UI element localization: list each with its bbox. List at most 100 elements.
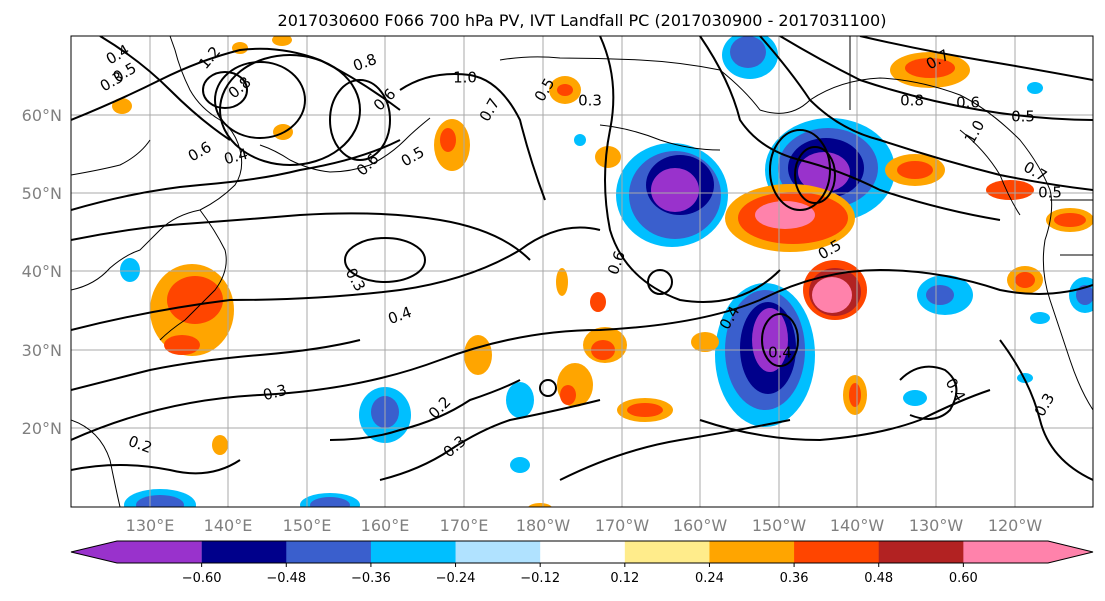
colorbar-swatch: [540, 541, 626, 563]
colorbar-tick-label: −0.24: [436, 571, 476, 586]
contour-label: 1.0: [453, 69, 477, 87]
colorbar-swatch: [624, 541, 710, 563]
colorbar-tick-label: 0.36: [780, 571, 809, 586]
contour-line: [71, 339, 361, 391]
anomaly-negative-small: [574, 134, 586, 146]
colorbar-tick-label: 0.24: [695, 571, 724, 586]
anomaly-negative-small: [1030, 312, 1050, 324]
contour-line: [899, 365, 958, 420]
coastlines: [71, 36, 1093, 507]
contour-line: [999, 339, 1093, 481]
anomaly-positive-small: [986, 180, 1034, 200]
contour-line: [559, 419, 791, 481]
anomaly-positive-small: [556, 268, 568, 296]
colorbar-swatch: [370, 541, 457, 563]
contour-label: 0.4: [222, 145, 250, 169]
anomaly-positive-small: [464, 335, 492, 375]
contour-label: 0.5: [1038, 184, 1062, 202]
contour-label: 0.5: [1011, 108, 1035, 126]
anomaly-okhotsk: [434, 119, 470, 171]
contour-line: [859, 36, 1093, 81]
anomaly-positive-small: [1015, 272, 1035, 288]
contour-closed: [329, 79, 391, 161]
philippines-coast: [71, 419, 121, 507]
anomaly-positive-small: [849, 383, 861, 407]
lon-tick-label: 160°W: [673, 516, 728, 535]
anomaly-positive-small: [595, 146, 621, 168]
longitude-labels: 130°E 140°E 150°E 160°E 170°E 180°W 170°W 160°W…: [126, 516, 1043, 535]
colorbar-tick-label: −0.12: [520, 571, 560, 586]
anomaly-negative-small: [136, 495, 184, 507]
lon-tick-label: 150°W: [752, 516, 807, 535]
colorbar-swatch: [201, 541, 287, 563]
contour-line: [399, 73, 546, 201]
colorbar-tick-label: 0.60: [949, 571, 978, 586]
anomaly-japan-positive: [150, 264, 234, 356]
anomaly-positive-small: [897, 161, 933, 179]
contour-label: 0.3: [578, 92, 602, 110]
anomaly-positive-small: [112, 98, 132, 114]
contour-line: [99, 36, 231, 141]
contour-line: [379, 399, 601, 481]
contour-line: [699, 36, 1001, 221]
lon-tick-label: 180°W: [516, 516, 571, 535]
contour-closed: [202, 71, 248, 109]
figure-title: 2017030600 F066 700 hPa PV, IVT Landfall…: [278, 11, 887, 30]
contour-closed: [219, 54, 361, 166]
lon-tick-label: 140°W: [830, 516, 885, 535]
lon-tick-label: 130°W: [909, 516, 964, 535]
lat-tick-label: 50°N: [22, 184, 62, 203]
contour-closed: [539, 379, 557, 397]
contour-line: [71, 226, 601, 331]
anomaly-positive-small: [590, 292, 606, 312]
anomaly-negative-small: [1076, 285, 1093, 305]
anomaly-negative-small: [120, 258, 140, 282]
contour-line: [71, 459, 241, 475]
anomaly-ne-pacific-positive: [725, 184, 867, 320]
anomaly-negative-small: [510, 457, 530, 473]
colorbar-swatch: [963, 541, 1093, 563]
anomaly-positive-small: [212, 435, 228, 455]
contour-closed: [769, 129, 831, 211]
colorbar-swatch: [878, 541, 964, 563]
anomaly-positive-small: [272, 36, 292, 46]
asia-coast-inner: [71, 139, 151, 176]
contour-closed: [761, 313, 799, 367]
contour-closed: [344, 237, 426, 283]
anomaly-negative-small: [506, 382, 534, 418]
colorbar-tick-label: −0.48: [266, 571, 306, 586]
lat-tick-label: 30°N: [22, 341, 62, 360]
contour-label: 0.6: [956, 94, 980, 112]
lat-tick-label: 60°N: [22, 106, 62, 125]
contour-closed: [647, 269, 673, 295]
anomaly-negative-small: [926, 285, 954, 305]
colorbar-swatch: [709, 541, 795, 563]
colorbar-swatch: [794, 541, 880, 563]
anomaly-positive-small: [528, 503, 552, 507]
latitude-labels: 60°N 50°N 40°N 30°N 20°N: [22, 106, 62, 438]
lat-tick-label: 20°N: [22, 419, 62, 438]
anomaly-positive-small: [560, 385, 576, 405]
contour-line: [71, 139, 401, 211]
lon-tick-label: 140°E: [204, 516, 253, 535]
anomaly-positive-small: [905, 58, 955, 78]
lon-tick-label: 130°E: [126, 516, 175, 535]
lon-tick-label: 150°E: [283, 516, 332, 535]
pv-contours: [71, 36, 1093, 481]
anomaly-positive-core: [557, 84, 573, 96]
anomaly-positive-small: [627, 403, 663, 417]
north-america-coast: [499, 56, 1093, 411]
contour-closed: [794, 146, 836, 204]
colorbar-tick-label: −0.60: [182, 571, 222, 586]
contour-line: [699, 389, 991, 442]
colorbar-tick-label: −0.36: [351, 571, 391, 586]
colorbar-tick-label: 0.12: [610, 571, 639, 586]
colorbar: −0.60 −0.48 −0.36 −0.24 −0.12 0.12 0.24 0.36 0.4…: [70, 540, 1094, 586]
anomaly-negative-small: [903, 390, 927, 406]
contour-line: [779, 36, 1093, 121]
contour-line: [759, 36, 1093, 191]
contour-line: [71, 47, 401, 121]
lon-tick-label: 170°E: [440, 516, 489, 535]
anomaly-aleutian-negative: [616, 143, 728, 247]
